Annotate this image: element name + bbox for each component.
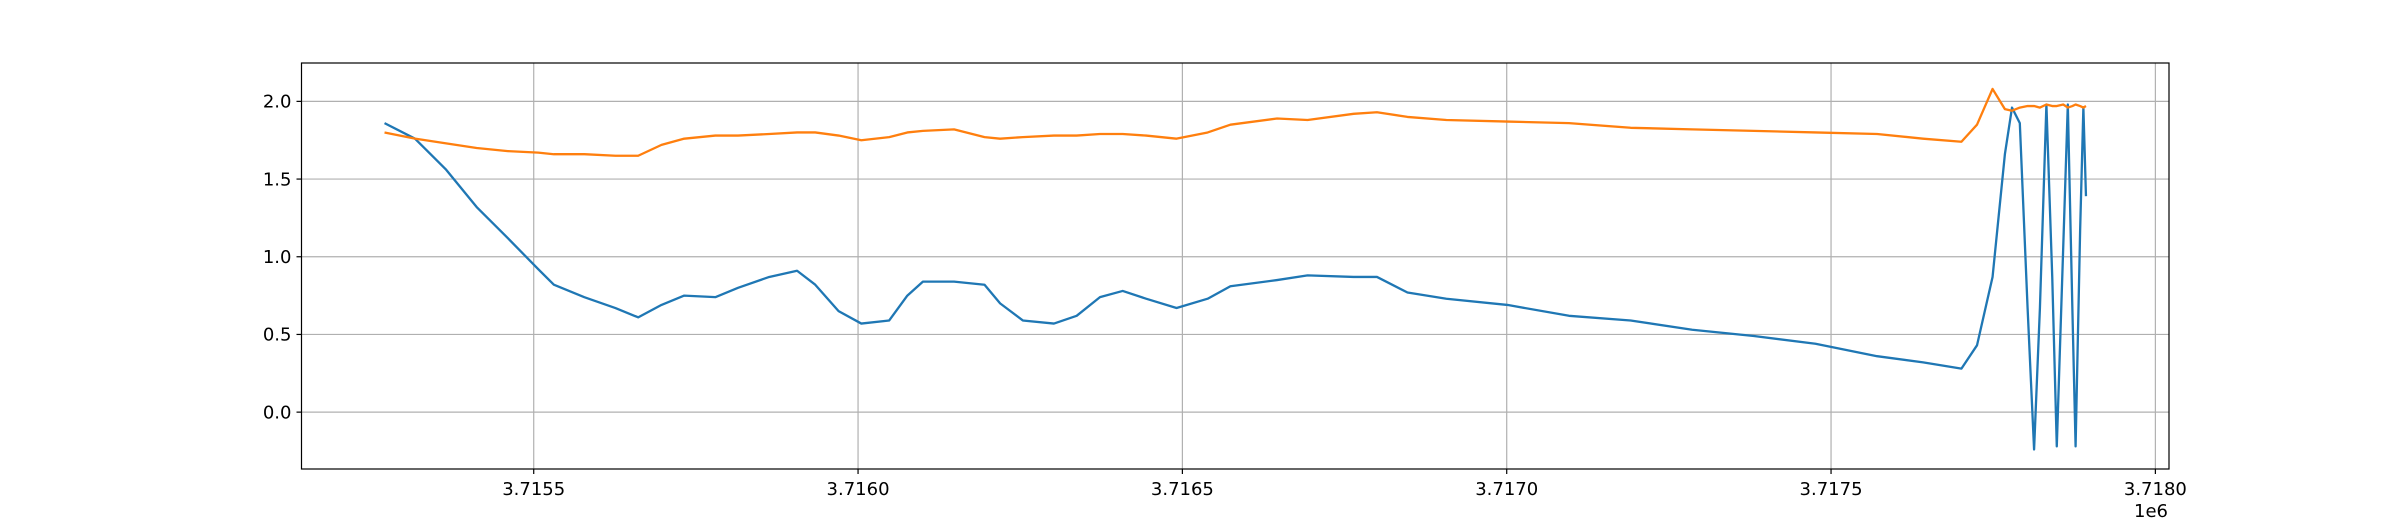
x-offset-label: 1e6 — [2134, 501, 2168, 522]
y-tick-label: 0.0 — [263, 402, 292, 423]
x-tick-label: 3.7155 — [502, 479, 565, 500]
x-tick-label: 3.7165 — [1151, 479, 1214, 500]
y-tick-label: 1.5 — [263, 169, 292, 190]
x-tick-label: 3.7170 — [1475, 479, 1538, 500]
y-tick-label: 0.5 — [263, 325, 292, 346]
x-tick-label: 3.7180 — [2124, 479, 2187, 500]
y-tick-label: 1.0 — [263, 247, 292, 268]
y-tick-label: 2.0 — [263, 92, 292, 113]
line-series — [384, 103, 2088, 451]
plot-frame — [300, 62, 2170, 470]
x-tick-label: 3.7160 — [827, 479, 890, 500]
line-series — [384, 87, 2087, 157]
x-tick-label: 3.7175 — [1800, 479, 1863, 500]
